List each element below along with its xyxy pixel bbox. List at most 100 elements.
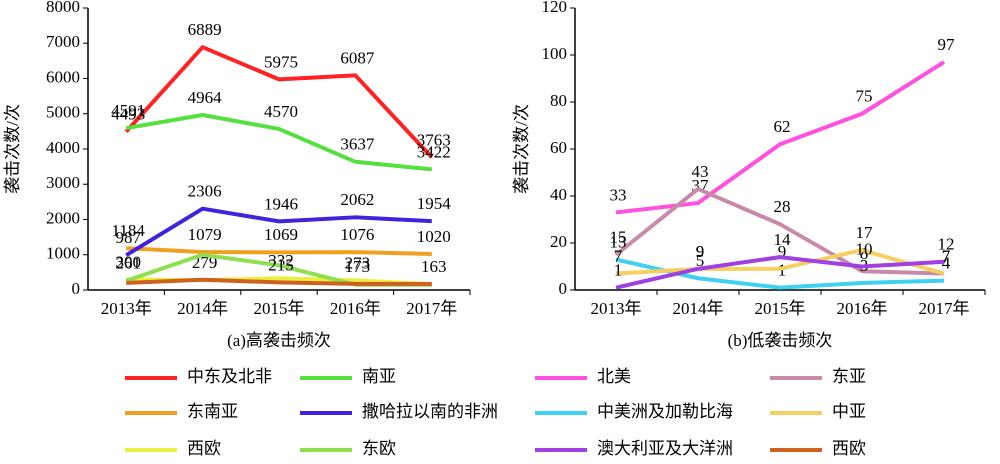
data-label: 261: [115, 254, 141, 273]
data-label: 1184: [112, 221, 146, 240]
y-tick-label: 20: [550, 232, 567, 251]
series-line: [124, 45, 434, 159]
data-label: 1946: [264, 194, 298, 213]
data-label: 33: [610, 185, 627, 204]
data-label: 6087: [340, 48, 375, 67]
data-label: 5: [696, 251, 705, 270]
data-label: 7: [614, 246, 623, 265]
y-axis-label: 袭击次数/次: [3, 104, 22, 194]
legend-label: 东欧: [362, 439, 396, 458]
data-label: 14: [774, 230, 792, 249]
y-tick-label: 40: [550, 185, 567, 204]
caption: (b)低袭击频次: [728, 331, 833, 350]
series-line: [126, 277, 432, 287]
legend-label: 东南亚: [187, 402, 238, 421]
x-tick-label: 2015年: [755, 299, 806, 318]
data-label: 4: [942, 254, 951, 273]
data-label: 4570: [264, 102, 298, 121]
x-tick-label: 2013年: [101, 299, 152, 318]
data-label: 62: [774, 117, 791, 136]
data-label: 1954: [417, 194, 452, 213]
y-tick-label: 0: [72, 279, 81, 298]
data-label: 12: [938, 235, 955, 254]
data-label: 4493: [111, 105, 145, 124]
legend-label: 中美洲及加勒比海: [597, 402, 733, 421]
data-label: 3763: [417, 130, 451, 149]
data-label: 1076: [340, 225, 374, 244]
legend-label: 中东及北非: [187, 367, 272, 386]
x-tick-label: 2016年: [330, 299, 381, 318]
data-label: 3637: [340, 135, 375, 154]
data-label: 3422: [417, 142, 451, 161]
data-label: 9: [778, 242, 787, 261]
y-tick-label: 7000: [46, 32, 80, 51]
y-tick-label: 3000: [46, 173, 80, 192]
data-label: 13: [610, 232, 627, 251]
data-label: 987: [115, 228, 141, 247]
data-label: 97: [938, 35, 956, 54]
legend-label: 撒哈拉以南的非洲: [362, 402, 498, 421]
series-line: [615, 248, 945, 276]
data-label: 2062: [340, 190, 374, 209]
data-label: 7: [942, 246, 951, 265]
y-tick-label: 60: [550, 138, 567, 157]
y-tick-label: 6000: [46, 67, 80, 86]
data-label: 6889: [188, 20, 222, 39]
data-label: 7: [942, 246, 951, 265]
y-tick-label: 1000: [46, 244, 80, 263]
legend-label: 西欧: [187, 439, 221, 458]
data-label: 1: [614, 261, 623, 280]
data-label: 4591: [111, 101, 145, 120]
y-tick-label: 5000: [46, 103, 80, 122]
y-tick-label: 2000: [46, 208, 80, 227]
data-label: 9: [696, 242, 705, 261]
y-tick-label: 80: [550, 91, 567, 110]
x-tick-label: 2014年: [673, 299, 724, 318]
x-tick-label: 2014年: [177, 299, 228, 318]
legend-label: 澳大利亚及大洋洲: [597, 439, 733, 458]
legend-label: 西欧: [832, 439, 866, 458]
data-label: 8: [860, 244, 869, 263]
y-tick-label: 8000: [46, 0, 80, 16]
data-label: 173: [345, 257, 371, 276]
data-label: 4964: [188, 88, 223, 107]
data-label: 1079: [188, 225, 222, 244]
y-axis-label: 袭击次数/次: [512, 104, 531, 194]
series-line: [615, 255, 945, 290]
series-line: [126, 246, 432, 257]
legend-label: 北美: [597, 367, 631, 386]
data-label: 163: [421, 257, 447, 276]
series-line: [615, 60, 946, 215]
legend-label: 南亚: [362, 367, 396, 386]
data-label: 273: [345, 253, 371, 272]
x-tick-label: 2016年: [837, 299, 888, 318]
legend-label: 东亚: [832, 367, 866, 386]
data-label: 15: [610, 228, 627, 247]
data-label: 10: [856, 239, 873, 258]
x-tick-label: 2015年: [254, 299, 305, 318]
series-line: [614, 186, 945, 276]
legend-label: 中亚: [832, 402, 866, 421]
series-line: [125, 206, 432, 257]
y-tick-label: 0: [559, 279, 568, 298]
y-tick-label: 100: [542, 44, 568, 63]
data-label: 1069: [264, 225, 298, 244]
x-tick-label: 2013年: [591, 299, 642, 318]
data-label: 17: [856, 223, 874, 242]
x-tick-label: 2017年: [919, 299, 970, 318]
data-label: 300: [115, 252, 141, 271]
caption: (a)高袭击频次: [227, 331, 331, 350]
data-label: 43: [692, 162, 709, 181]
data-label: 1020: [417, 227, 451, 246]
y-tick-label: 120: [542, 0, 568, 16]
data-label: 75: [856, 87, 873, 106]
x-tick-label: 2017年: [406, 299, 457, 318]
data-label: 215: [268, 255, 294, 274]
data-label: 5975: [264, 52, 298, 71]
data-label: 28: [774, 197, 791, 216]
series-line: [125, 113, 432, 172]
y-tick-label: 4000: [46, 138, 80, 157]
data-label: 9: [696, 242, 705, 261]
data-label: 2306: [188, 182, 222, 201]
